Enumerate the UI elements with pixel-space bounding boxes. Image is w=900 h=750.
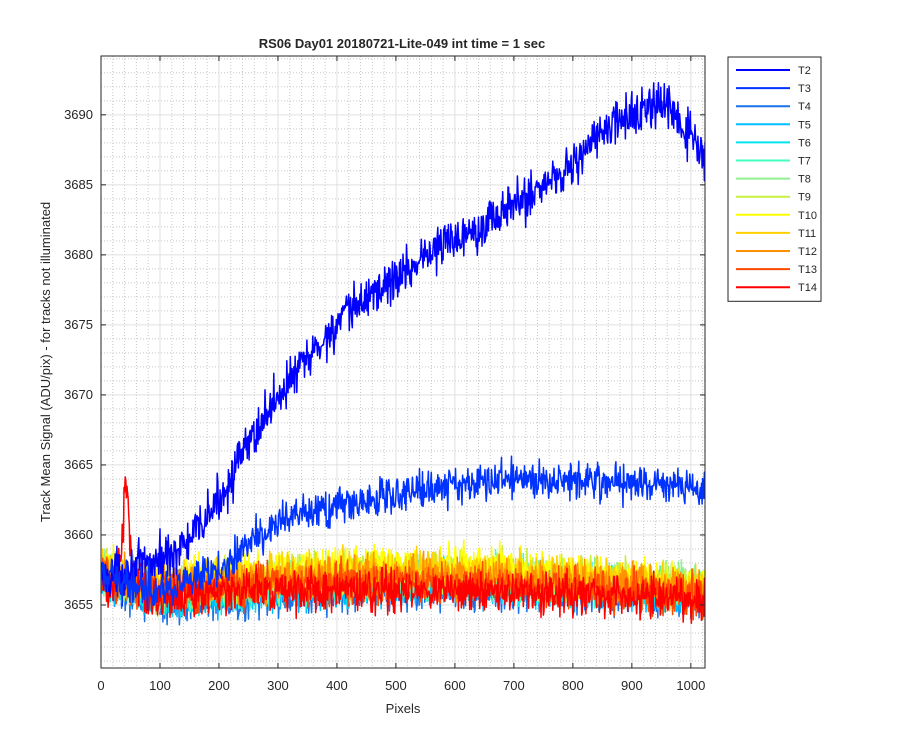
series-line-T3: [101, 455, 705, 612]
legend-label-T8: T8: [798, 174, 811, 186]
x-tick-label: 500: [385, 678, 407, 693]
y-tick-label: 3685: [64, 177, 93, 192]
series-line-T2: [101, 81, 705, 600]
y-tick-label: 3655: [64, 597, 93, 612]
y-tick-label: 3675: [64, 317, 93, 332]
x-tick-label: 200: [208, 678, 230, 693]
axes-box: [100, 55, 706, 669]
x-tick-label: 1000: [676, 678, 705, 693]
legend-label-T6: T6: [798, 137, 811, 149]
y-axis: 3655 3660 3665 3670 3675 3680 3685 3690: [64, 107, 705, 612]
legend-label-T14: T14: [798, 282, 817, 294]
x-tick-label: 300: [267, 678, 289, 693]
x-tick-label: 700: [503, 678, 525, 693]
x-tick-label: 600: [444, 678, 466, 693]
y-tick-label: 3670: [64, 387, 93, 402]
y-tick-label: 3680: [64, 247, 93, 262]
legend: T2 T3 T4 T5 T6 T7 T8 T9 T10 T11 T12 T13 T14: [727, 56, 822, 302]
legend-label-T13: T13: [798, 264, 817, 276]
y-tick-label: 3690: [64, 107, 93, 122]
legend-label-T2: T2: [798, 65, 811, 77]
y-axis-label: Track Mean Signal (ADU/pix) - for tracks…: [38, 202, 53, 522]
x-axis: 0 100 200 300 400 500 600 700 800 900 1000: [97, 56, 705, 693]
y-tick-label: 3665: [64, 457, 93, 472]
x-tick-label: 400: [326, 678, 348, 693]
legend-label-T7: T7: [798, 156, 811, 168]
legend-label-T12: T12: [798, 246, 817, 258]
legend-label-T10: T10: [798, 210, 817, 222]
legend-label-T9: T9: [798, 192, 811, 204]
y-tick-label: 3660: [64, 527, 93, 542]
plot-area: 0 100 200 300 400 500 600 700 800 900 1000 3655 366…: [64, 55, 706, 693]
x-tick-label: 900: [621, 678, 643, 693]
series-line-T14: [101, 476, 705, 625]
x-tick-label: 100: [149, 678, 171, 693]
chart-title: RS06 Day01 20180721-Lite-049 int time = …: [259, 36, 546, 51]
legend-label-T11: T11: [798, 228, 816, 240]
legend-label-T5: T5: [798, 119, 811, 131]
x-tick-label: 0: [97, 678, 104, 693]
legend-label-T3: T3: [798, 83, 811, 95]
x-axis-label: Pixels: [386, 701, 421, 716]
series-layer: [101, 81, 705, 626]
legend-label-T4: T4: [798, 101, 811, 113]
x-tick-label: 800: [562, 678, 584, 693]
